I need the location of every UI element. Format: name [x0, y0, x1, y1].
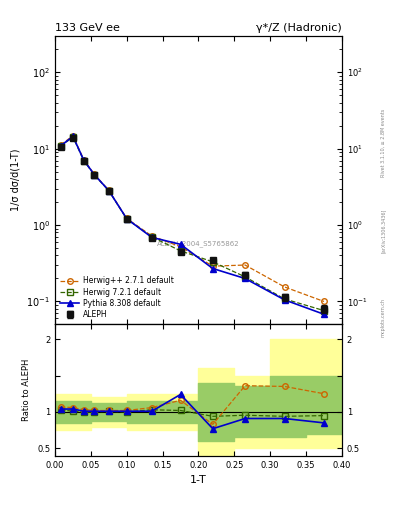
Herwig 7.2.1 default	[71, 134, 75, 140]
Herwig 7.2.1 default	[243, 274, 248, 280]
Pythia 8.308 default	[59, 143, 63, 149]
Herwig 7.2.1 default	[178, 248, 183, 254]
Text: ALEPH_2004_S5765862: ALEPH_2004_S5765862	[157, 240, 240, 247]
Pythia 8.308 default	[125, 216, 129, 222]
Y-axis label: 1/σ dσ/d(1-T): 1/σ dσ/d(1-T)	[11, 149, 21, 211]
Herwig++ 2.7.1 default	[125, 216, 129, 222]
Pythia 8.308 default	[243, 275, 248, 282]
Herwig++ 2.7.1 default	[92, 172, 97, 178]
Line: Herwig 7.2.1 default: Herwig 7.2.1 default	[58, 134, 327, 313]
Herwig 7.2.1 default	[107, 187, 111, 194]
Herwig++ 2.7.1 default	[321, 298, 326, 305]
Herwig 7.2.1 default	[211, 259, 215, 265]
Herwig++ 2.7.1 default	[107, 187, 111, 194]
Pythia 8.308 default	[149, 234, 154, 241]
Text: Rivet 3.1.10, ≥ 2.8M events: Rivet 3.1.10, ≥ 2.8M events	[381, 109, 386, 178]
Herwig++ 2.7.1 default	[59, 142, 63, 148]
Herwig++ 2.7.1 default	[243, 262, 248, 268]
X-axis label: 1-T: 1-T	[190, 475, 207, 485]
Pythia 8.308 default	[71, 133, 75, 139]
Herwig++ 2.7.1 default	[71, 133, 75, 139]
Herwig 7.2.1 default	[81, 158, 86, 164]
Herwig 7.2.1 default	[125, 216, 129, 222]
Pythia 8.308 default	[81, 157, 86, 163]
Line: Herwig++ 2.7.1 default: Herwig++ 2.7.1 default	[58, 133, 327, 304]
Herwig 7.2.1 default	[321, 308, 326, 314]
Herwig++ 2.7.1 default	[81, 157, 86, 163]
Herwig 7.2.1 default	[282, 296, 287, 302]
Pythia 8.308 default	[178, 241, 183, 247]
Herwig++ 2.7.1 default	[149, 233, 154, 239]
Pythia 8.308 default	[92, 172, 97, 178]
Pythia 8.308 default	[282, 297, 287, 303]
Pythia 8.308 default	[107, 187, 111, 194]
Text: mcplots.cern.ch: mcplots.cern.ch	[381, 298, 386, 337]
Herwig++ 2.7.1 default	[211, 263, 215, 269]
Herwig++ 2.7.1 default	[282, 284, 287, 290]
Pythia 8.308 default	[321, 311, 326, 317]
Herwig 7.2.1 default	[92, 172, 97, 178]
Y-axis label: Ratio to ALEPH: Ratio to ALEPH	[22, 359, 31, 421]
Herwig++ 2.7.1 default	[178, 244, 183, 250]
Text: γ*/Z (Hadronic): γ*/Z (Hadronic)	[256, 23, 342, 33]
Herwig 7.2.1 default	[59, 143, 63, 149]
Line: Pythia 8.308 default: Pythia 8.308 default	[58, 134, 327, 317]
Text: 133 GeV ee: 133 GeV ee	[55, 23, 120, 33]
Text: [arXiv:1306.3436]: [arXiv:1306.3436]	[381, 208, 386, 252]
Legend: Herwig++ 2.7.1 default, Herwig 7.2.1 default, Pythia 8.308 default, ALEPH: Herwig++ 2.7.1 default, Herwig 7.2.1 def…	[59, 275, 175, 321]
Pythia 8.308 default	[211, 265, 215, 271]
Herwig 7.2.1 default	[149, 234, 154, 240]
